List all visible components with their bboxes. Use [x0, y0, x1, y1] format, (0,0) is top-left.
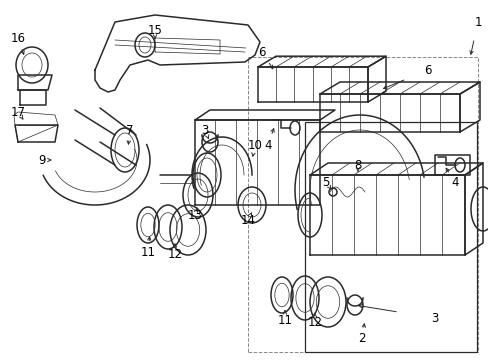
Bar — [305, 122, 476, 352]
Bar — [247, 57, 477, 352]
Text: 12: 12 — [167, 248, 182, 261]
Text: 3: 3 — [201, 123, 208, 136]
Text: 11: 11 — [277, 314, 292, 327]
Text: 2: 2 — [358, 332, 365, 345]
Text: 10: 10 — [247, 139, 262, 152]
Text: 4: 4 — [450, 176, 458, 189]
Text: 3: 3 — [430, 311, 438, 324]
Text: 6: 6 — [424, 63, 431, 77]
Text: 17: 17 — [10, 105, 25, 118]
Text: 5: 5 — [322, 176, 329, 189]
Text: 13: 13 — [187, 208, 202, 221]
Text: 7: 7 — [126, 123, 134, 136]
Text: 4: 4 — [264, 139, 271, 152]
Text: 12: 12 — [307, 315, 322, 328]
Text: 11: 11 — [140, 246, 155, 258]
Text: 8: 8 — [354, 158, 361, 171]
Text: 1: 1 — [473, 15, 481, 28]
Text: 15: 15 — [147, 23, 162, 36]
Text: 16: 16 — [10, 32, 25, 45]
Text: 14: 14 — [240, 213, 255, 226]
Text: 6: 6 — [258, 45, 265, 59]
Text: 9: 9 — [38, 153, 46, 166]
